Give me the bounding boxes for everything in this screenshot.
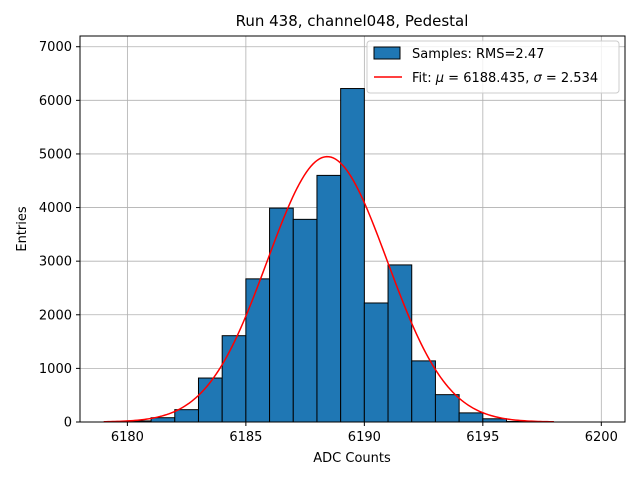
histogram-bar bbox=[387, 264, 413, 423]
histogram-bar bbox=[245, 278, 271, 423]
y-tick-label: 1000 bbox=[39, 362, 72, 377]
x-tick-label: 6190 bbox=[348, 430, 381, 445]
y-tick-label: 3000 bbox=[39, 255, 72, 270]
y-tick-label: 4000 bbox=[39, 201, 72, 216]
y-tick-label: 7000 bbox=[39, 40, 72, 55]
x-tick-label: 6180 bbox=[111, 430, 144, 445]
legend-label-fit: Fit: μ = 6188.435, σ = 2.534 bbox=[412, 71, 598, 86]
x-tick-label: 6200 bbox=[585, 430, 618, 445]
histogram-bar bbox=[174, 409, 199, 423]
histogram-bar bbox=[411, 360, 436, 423]
histogram-bar bbox=[269, 207, 294, 423]
y-tick-label: 6000 bbox=[39, 94, 72, 109]
histogram-bar bbox=[292, 218, 318, 423]
histogram-bar bbox=[363, 302, 389, 423]
legend-bar-swatch bbox=[373, 46, 401, 60]
y-tick-label: 5000 bbox=[39, 147, 72, 162]
legend: Samples: RMS=2.47 Fit: μ = 6188.435, σ =… bbox=[366, 40, 620, 94]
y-tick-label: 0 bbox=[64, 416, 72, 431]
y-tick-label: 2000 bbox=[39, 308, 72, 323]
histogram-bar bbox=[434, 394, 460, 423]
histogram-bar bbox=[458, 412, 484, 423]
histogram-bar bbox=[340, 88, 365, 423]
chart-title: Run 438, channel048, Pedestal bbox=[236, 12, 469, 30]
x-tick-label: 6185 bbox=[229, 430, 262, 445]
legend-label-samples: Samples: RMS=2.47 bbox=[412, 47, 544, 62]
y-axis-ticks: 0 1000 2000 3000 4000 5000 6000 7000 bbox=[39, 40, 80, 431]
legend-box bbox=[366, 40, 620, 94]
x-tick-label: 6195 bbox=[466, 430, 499, 445]
x-axis-ticks: 6180 6185 6190 6195 6200 bbox=[111, 422, 618, 445]
x-axis-label: ADC Counts bbox=[313, 451, 391, 466]
histogram-bar bbox=[197, 377, 223, 423]
fit-curve bbox=[103, 155, 554, 423]
histogram-bar bbox=[316, 174, 342, 423]
fit-curve-group bbox=[103, 155, 554, 423]
axes-frame bbox=[79, 35, 626, 423]
histogram-bar bbox=[221, 335, 247, 423]
y-axis-label: Entries bbox=[15, 206, 30, 252]
